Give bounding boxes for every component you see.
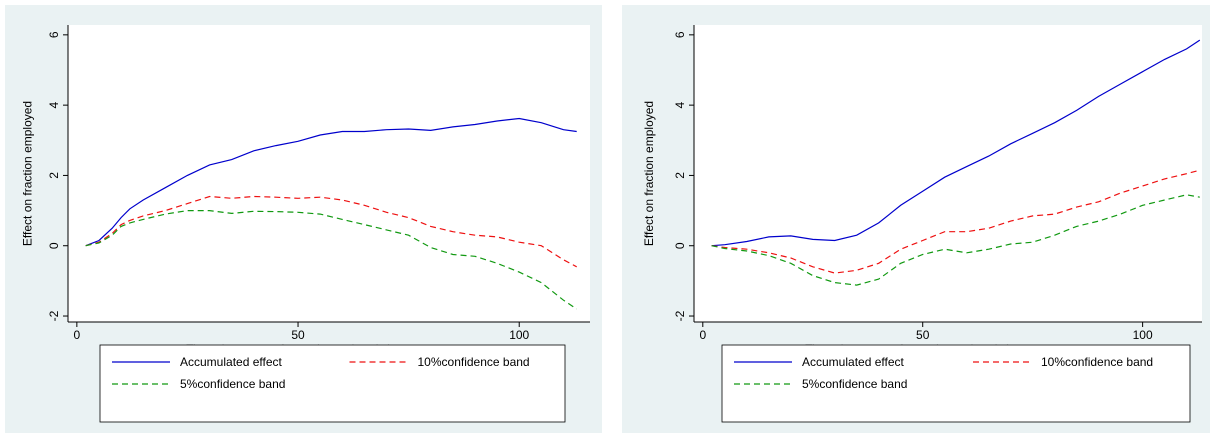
x-tick-label: 50 [916,328,930,342]
data-line [85,117,577,247]
legend-label: 10%confidence band [418,355,530,369]
y-axis-label: Effect on fraction employed [21,101,35,246]
data-line [711,194,1200,286]
data-line [711,39,1201,247]
y-tick-label: 6 [673,31,687,38]
y-tick-label: 4 [47,101,61,108]
x-tick-label: 0 [74,328,81,342]
y-tick-label: 2 [47,172,61,179]
x-tick-label: 100 [1133,328,1153,342]
legend-box [721,344,1191,423]
legend-label: 5%confidence band [802,377,907,391]
data-line [85,195,577,268]
y-tick-label: 4 [673,101,687,108]
data-line [711,169,1200,274]
y-tick-label: 2 [673,172,687,179]
legend-label: 10%confidence band [1041,355,1153,369]
x-tick-label: 50 [291,328,305,342]
x-tick-label: 0 [699,328,706,342]
y-tick-label: -2 [47,310,61,321]
legend-label: Accumulated effect [180,355,283,369]
y-tick-label: 0 [47,242,61,249]
legend-label: 5%confidence band [180,377,285,391]
y-tick-label: 0 [673,242,687,249]
plot-area [68,25,590,322]
x-tick-label: 100 [509,328,529,342]
legend-label: Accumulated effect [802,355,905,369]
y-axis-label: Effect on fraction employed [642,101,656,246]
legend-box [99,344,566,423]
y-tick-label: 6 [47,31,61,38]
data-line [85,210,578,310]
y-tick-label: -2 [673,310,687,321]
plot-area [694,25,1202,322]
